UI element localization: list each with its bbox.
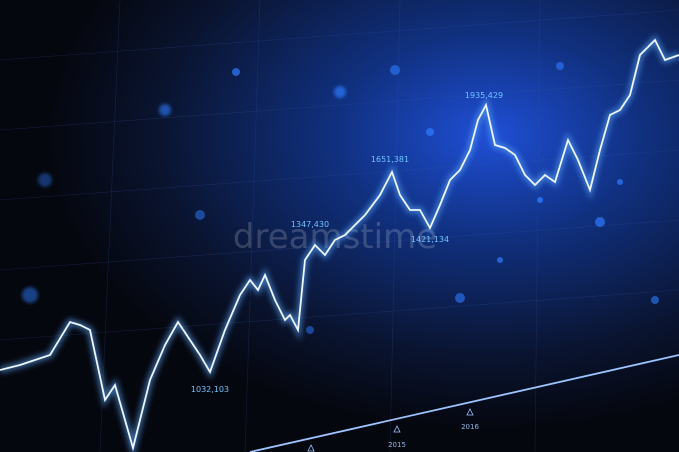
grid-line [0,149,679,201]
annotation: 1032,103 [191,385,229,394]
annotation: 1651,381 [371,155,409,164]
axis-markers [307,408,474,452]
x-axis [249,354,679,452]
bokeh-dot [195,210,205,220]
grid-line [0,219,679,271]
grid-line [389,0,401,452]
axis-label: 2016 [461,423,479,431]
bokeh-dot [595,217,605,227]
annotation: 1935,429 [465,91,503,100]
bokeh-dot [334,86,346,98]
grid-line [0,79,679,131]
bokeh-dot [232,68,240,76]
bokeh-dot [390,65,400,75]
grid-line [534,0,541,452]
annotation: 1347,430 [291,220,329,229]
bokeh-dot [651,296,659,304]
trend-line [0,38,679,452]
bokeh-dot [537,197,543,203]
bokeh-dot [22,287,38,303]
bokeh-dot [38,173,52,187]
grid-line [0,9,679,61]
grid-line [244,0,261,452]
bokeh-dot [556,62,564,70]
grid-line [99,0,121,452]
grid-line [0,289,679,341]
axis-label: 2015 [388,441,406,449]
bokeh-dot [455,293,465,303]
bokeh-dot [306,326,314,334]
bokeh-dot [497,257,503,263]
bokeh [22,62,659,334]
bokeh-dot [617,179,623,185]
annotation: 1421,134 [411,235,449,244]
bokeh-dot [426,128,434,136]
bokeh-dot [159,104,171,116]
